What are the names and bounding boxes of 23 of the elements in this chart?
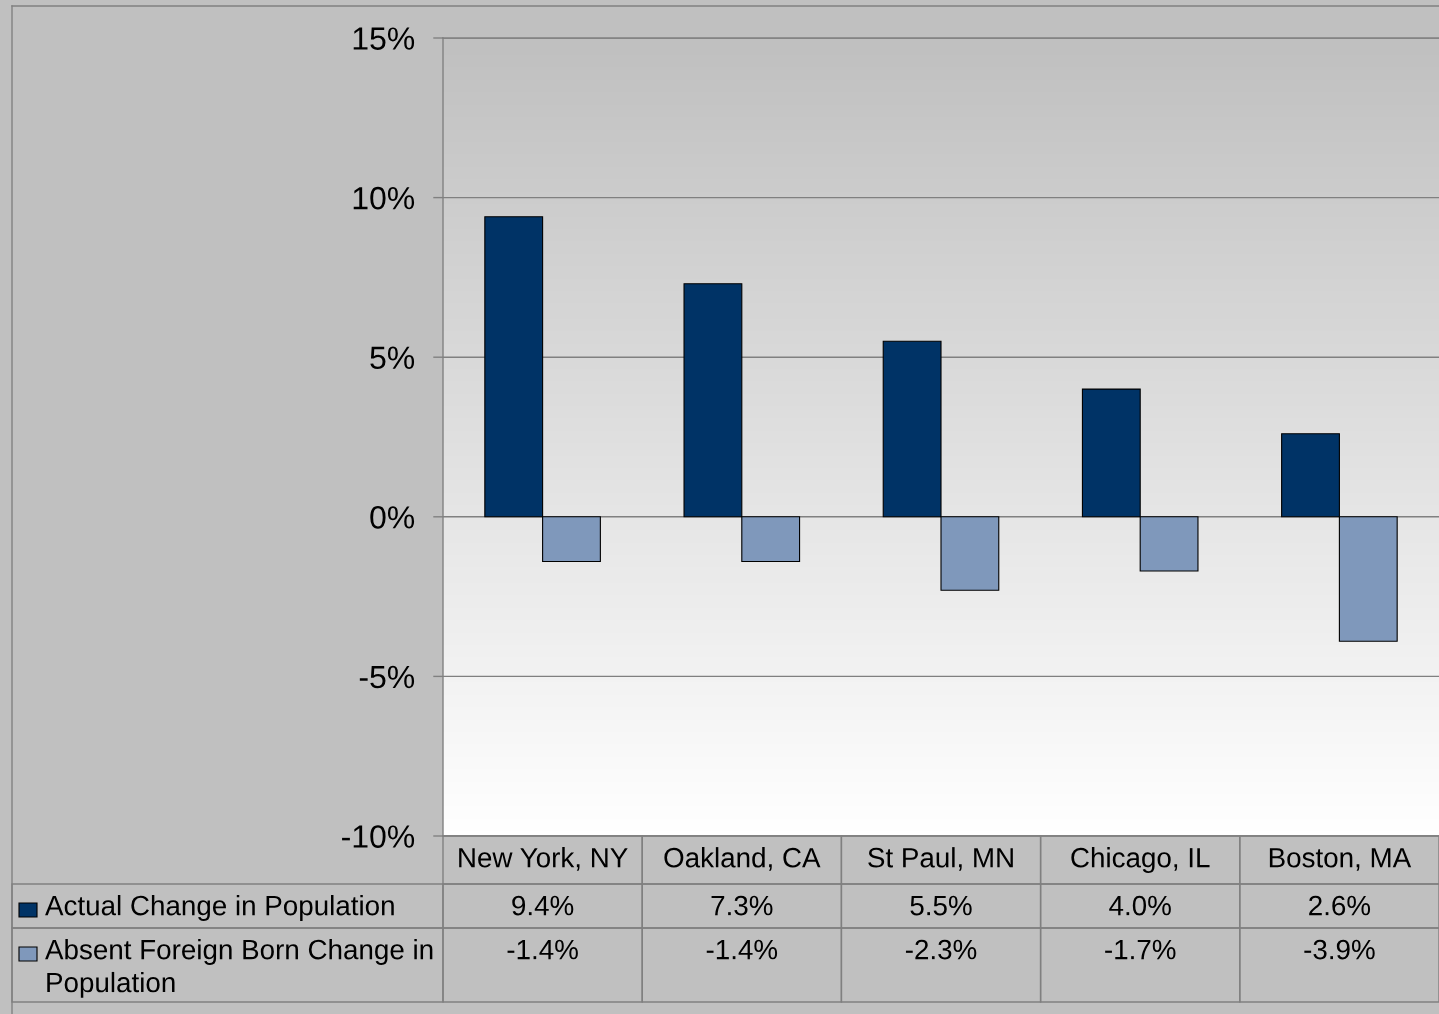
legend-label: Absent Foreign Born Change in Population	[45, 939, 433, 998]
data-label: -3.9%	[1304, 939, 1375, 960]
legend-label: Actual Change in Population	[45, 895, 394, 921]
y-tick-label: 5%	[370, 346, 415, 370]
y-tick-label: 15%	[353, 27, 415, 50]
y-tick-label: 10%	[353, 186, 415, 210]
data-label: -1.7%	[1105, 939, 1176, 960]
data-label: 5.5%	[910, 895, 972, 916]
x-tick-label: Chicago, IL	[1071, 847, 1210, 874]
data-label: 7.3%	[711, 895, 773, 916]
x-tick-label: Oakland, CA	[664, 847, 821, 871]
x-tick-label: New York, NY	[459, 847, 628, 871]
data-label: -2.3%	[905, 939, 977, 960]
data-label: 9.4%	[512, 895, 574, 916]
x-tick-label: Boston, MA	[1269, 848, 1412, 871]
data-label: 4.0%	[1109, 895, 1171, 916]
y-tick-label: 0%	[370, 506, 415, 529]
y-tick-label: -10%	[342, 825, 415, 848]
y-tick-label: -5%	[359, 665, 415, 689]
data-label: -1.4%	[706, 939, 778, 960]
x-tick-label: St Paul, MN	[868, 847, 1013, 871]
data-label: 2.6%	[1309, 895, 1371, 916]
data-label: -1.4%	[507, 939, 578, 960]
